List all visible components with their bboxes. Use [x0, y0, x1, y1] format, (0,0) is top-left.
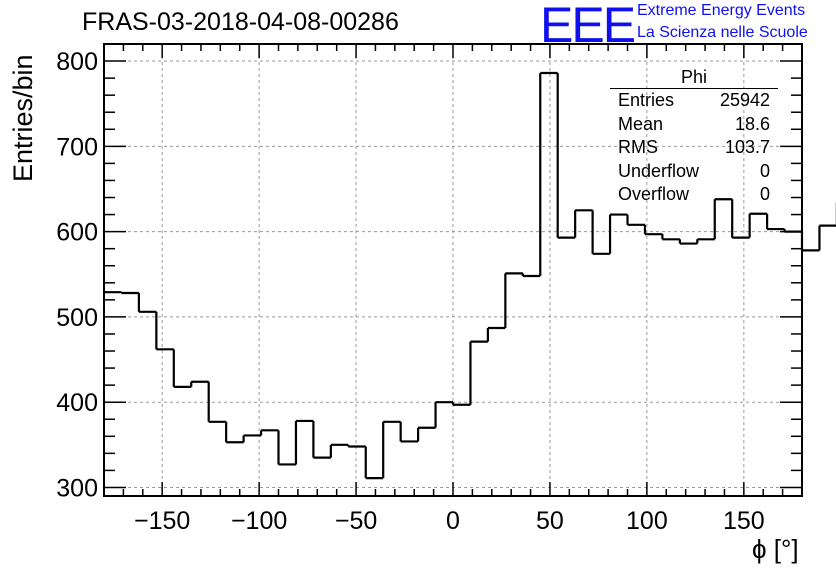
x-tick-label: −100	[231, 507, 287, 535]
histogram-bin	[678, 239, 698, 245]
eee-logo: EEE	[540, 0, 636, 53]
stats-title: Phi	[610, 66, 778, 89]
histogram-bin	[818, 224, 836, 251]
chart-title: FRAS-03-2018-04-08-00286	[82, 8, 399, 36]
histogram-bin	[731, 199, 750, 239]
histogram-bin	[190, 380, 209, 387]
y-tick-label: 600	[56, 219, 98, 247]
histogram-bin	[312, 420, 331, 459]
histogram-bin	[800, 231, 820, 252]
histogram-bin	[504, 272, 523, 328]
histogram-bin	[521, 273, 541, 278]
histogram-bin	[329, 443, 349, 458]
histogram-bin	[486, 326, 506, 342]
plot-frame	[103, 43, 803, 497]
histogram-bin	[451, 402, 471, 406]
histogram-bin	[347, 444, 366, 448]
stats-value: 25942	[719, 90, 770, 110]
stats-label: Mean	[618, 113, 664, 134]
stats-value: 0	[759, 160, 770, 181]
x-tick-label: −150	[134, 507, 190, 535]
histogram-bin	[417, 426, 436, 442]
y-axis-ticks: 300 400 500 600 700 800	[56, 48, 802, 502]
histogram-bins	[104, 71, 836, 480]
stats-row-mean: Mean 18.6	[610, 113, 778, 137]
histogram-bin	[172, 349, 192, 388]
histogram-bin	[434, 401, 453, 428]
histogram-bin	[696, 238, 715, 244]
histogram-bin	[766, 213, 785, 231]
histogram-bin	[574, 209, 593, 238]
histogram-bin	[556, 72, 576, 239]
histogram-bin	[626, 214, 645, 226]
x-axis-ticks: −150 −100 −50 0 50 100 150	[103, 44, 803, 535]
histogram-bin	[207, 381, 227, 423]
stats-row-entries: Entries 25942	[610, 89, 778, 113]
stats-value: 0	[759, 184, 770, 204]
histogram-bin	[591, 210, 611, 255]
histogram-bin	[259, 429, 279, 436]
logo-line-1: Extreme Energy Events	[637, 2, 806, 19]
x-tick-label: 100	[626, 507, 668, 535]
stats-label: Overflow	[618, 184, 690, 204]
histogram-bin	[748, 212, 768, 238]
histogram-bin	[277, 430, 296, 466]
histogram-bin	[713, 198, 733, 240]
logo-line-2: La Scienza nelle Scuole	[637, 24, 808, 41]
y-tick-label: 400	[56, 389, 98, 417]
histogram-bin	[137, 293, 157, 313]
histogram-bin	[469, 340, 488, 405]
histogram-bin	[661, 234, 680, 241]
y-tick-label: 700	[56, 133, 98, 161]
histogram-bin	[539, 71, 558, 276]
stats-value: 103.7	[724, 137, 770, 157]
x-tick-label: 150	[723, 507, 765, 535]
stats-label: Entries	[618, 90, 675, 110]
histogram-bin	[294, 419, 314, 465]
histogram-bin	[155, 311, 174, 351]
stats-box: Phi Entries 25942 Mean 18.6 RMS 103.7 Un…	[610, 66, 778, 207]
histogram-bin	[783, 229, 802, 233]
stats-value: 18.6	[734, 113, 770, 134]
histogram-bin	[242, 434, 262, 443]
y-tick-label: 500	[56, 304, 98, 332]
histogram-bin	[225, 421, 244, 444]
y-tick-label: 800	[56, 48, 98, 76]
stats-row-rms: RMS 103.7	[610, 136, 778, 160]
histogram-bin	[382, 420, 401, 479]
stats-label: RMS	[618, 137, 658, 157]
y-axis-label: Entries/bin	[8, 54, 38, 182]
stats-label: Underflow	[618, 160, 700, 181]
x-tick-label: −50	[335, 507, 377, 535]
y-tick-label: 300	[56, 474, 98, 502]
histogram-bin	[643, 224, 663, 236]
x-axis-label: ϕ [°]	[752, 534, 799, 564]
x-tick-label: 50	[536, 507, 564, 535]
histogram-bin	[399, 421, 419, 443]
x-tick-label: 0	[446, 507, 460, 535]
histogram-bin	[364, 446, 384, 480]
stats-row-underflow: Underflow 0	[610, 160, 778, 184]
stats-row-overflow: Overflow 0	[610, 183, 778, 207]
histogram-bin	[120, 291, 139, 295]
histogram-bin	[608, 213, 628, 254]
